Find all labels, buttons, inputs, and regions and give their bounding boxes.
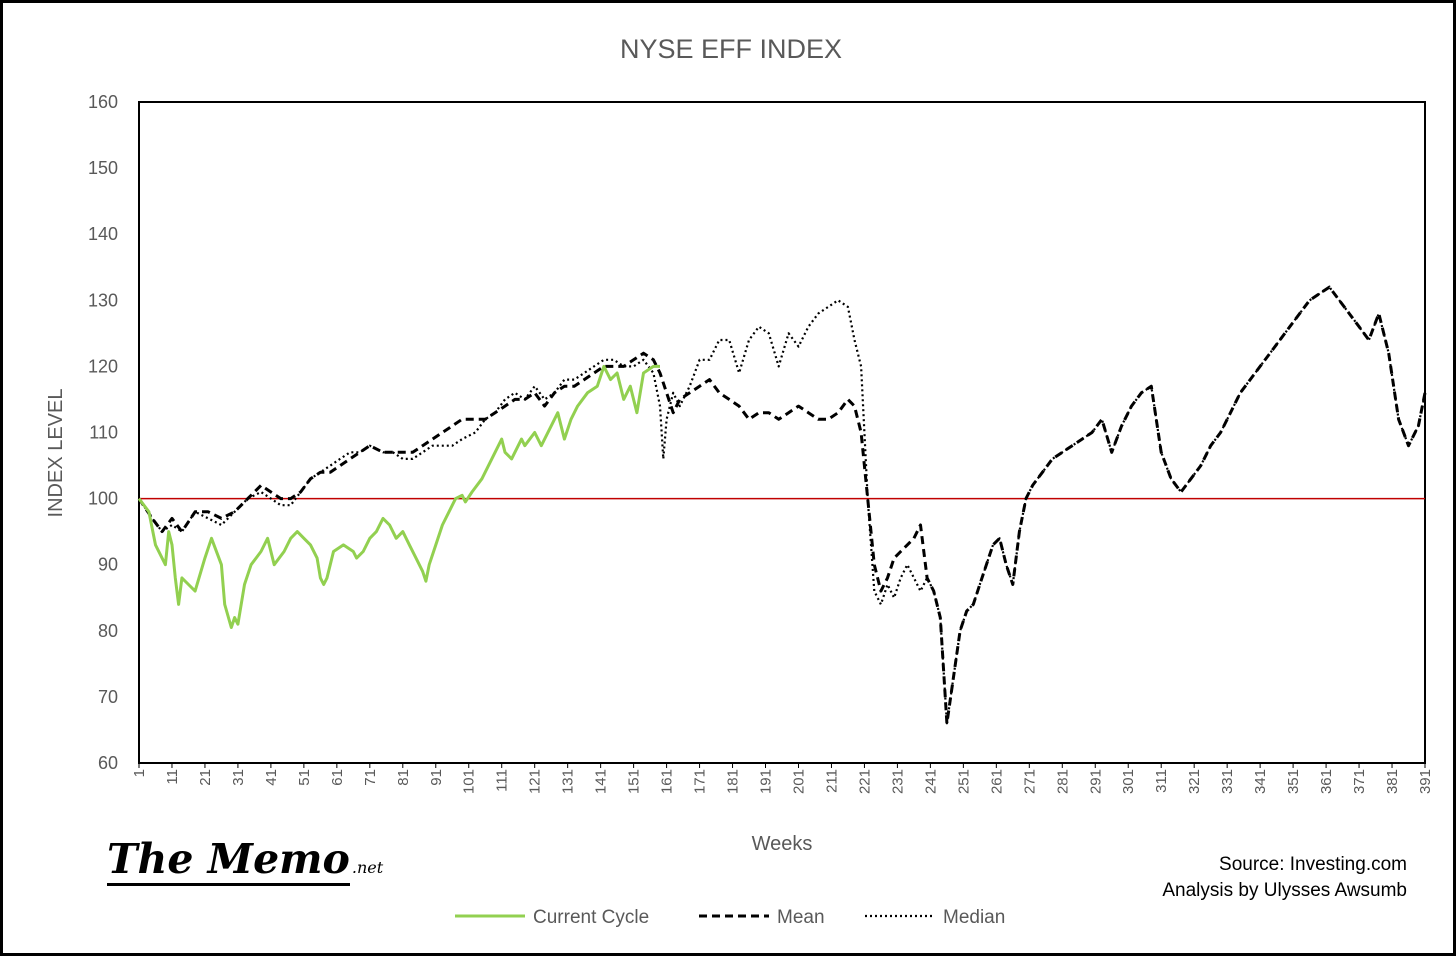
y-tick-label: 110	[89, 423, 118, 443]
x-tick-label: 291	[1087, 769, 1104, 794]
x-tick-label: 381	[1384, 769, 1401, 794]
x-tick-label: 351	[1285, 769, 1302, 794]
x-tick-label: 161	[659, 769, 676, 794]
x-tick-label: 181	[725, 769, 742, 794]
x-tick-label: 271	[1021, 769, 1038, 794]
x-tick-label: 51	[296, 769, 313, 786]
legend-label: Median	[943, 907, 1005, 928]
x-tick-label: 281	[1054, 769, 1071, 794]
chart-svg: NYSE EFF INDEX 6070809010011012013014015…	[45, 34, 1434, 928]
y-tick-label: 60	[98, 753, 118, 773]
x-tick-label: 241	[922, 769, 939, 794]
x-tick-label: 331	[1219, 769, 1236, 794]
x-tick-label: 141	[593, 769, 610, 794]
x-tick-label: 311	[1153, 769, 1170, 793]
x-tick-label: 131	[560, 769, 577, 794]
x-tick-label: 321	[1186, 769, 1203, 794]
source-line: Source: Investing.com	[1219, 854, 1407, 875]
analysis-credit: Analysis by Ulysses Awsumb	[1162, 880, 1407, 901]
legend-label: Mean	[777, 907, 825, 928]
x-axis-title: Weeks	[752, 833, 813, 855]
x-tick-label: 371	[1351, 769, 1368, 794]
x-tick-label: 101	[461, 769, 478, 794]
y-tick-label: 100	[88, 489, 118, 509]
y-tick-label: 150	[88, 158, 118, 178]
series-line-current-cycle	[137, 364, 660, 629]
x-tick-label: 71	[362, 769, 379, 786]
x-tick-label: 251	[955, 769, 972, 794]
x-tick-label: 151	[626, 769, 643, 794]
plot-area	[138, 101, 1426, 764]
y-tick-label: 130	[88, 290, 118, 310]
y-tick-label: 90	[98, 555, 118, 575]
x-tick-label: 391	[1417, 769, 1434, 794]
x-tick-label: 111	[494, 769, 511, 792]
x-tick-label: 31	[230, 769, 247, 786]
x-tick-label: 231	[889, 769, 906, 794]
y-tick-label: 140	[88, 224, 118, 244]
x-tick-label: 21	[197, 769, 214, 786]
brand-logo: The Memo .net	[107, 835, 384, 886]
x-tick-label: 361	[1318, 769, 1335, 794]
y-tick-label: 120	[88, 356, 118, 376]
x-tick-label: 261	[988, 769, 1005, 794]
y-axis-title: INDEX LEVEL	[45, 389, 67, 518]
x-tick-label: 41	[263, 769, 280, 786]
x-tick-label: 201	[790, 769, 807, 794]
x-axis-ticks: 1 11 21 31 41 51 61 71 81 91 101 111 121 131 141 151 161…	[131, 763, 1434, 794]
x-tick-label: 171	[692, 769, 709, 794]
series-layer	[137, 285, 1427, 725]
brand-logo-main: The Memo	[107, 835, 350, 886]
x-tick-label: 211	[823, 769, 840, 793]
x-tick-label: 301	[1120, 769, 1137, 794]
legend-label: Current Cycle	[533, 907, 649, 928]
x-tick-label: 121	[527, 769, 544, 794]
y-tick-label: 160	[88, 92, 118, 112]
brand-logo-suffix: .net	[351, 858, 384, 877]
series-line-mean	[137, 285, 1427, 725]
x-tick-label: 61	[329, 769, 346, 786]
x-tick-label: 221	[856, 769, 873, 794]
y-axis-ticks: 60 70 80 90 100 110 120 130 140 150 160	[88, 92, 118, 773]
chart-title: NYSE EFF INDEX	[620, 34, 842, 64]
x-tick-label: 91	[428, 769, 445, 786]
x-tick-label: 1	[131, 769, 148, 777]
y-tick-label: 80	[98, 621, 118, 641]
x-tick-label: 81	[395, 769, 412, 786]
legend: Current Cycle Mean Median	[455, 907, 1005, 928]
x-tick-label: 341	[1252, 769, 1269, 794]
y-tick-label: 70	[98, 687, 118, 707]
x-tick-label: 11	[164, 769, 181, 785]
x-tick-label: 191	[758, 769, 775, 794]
